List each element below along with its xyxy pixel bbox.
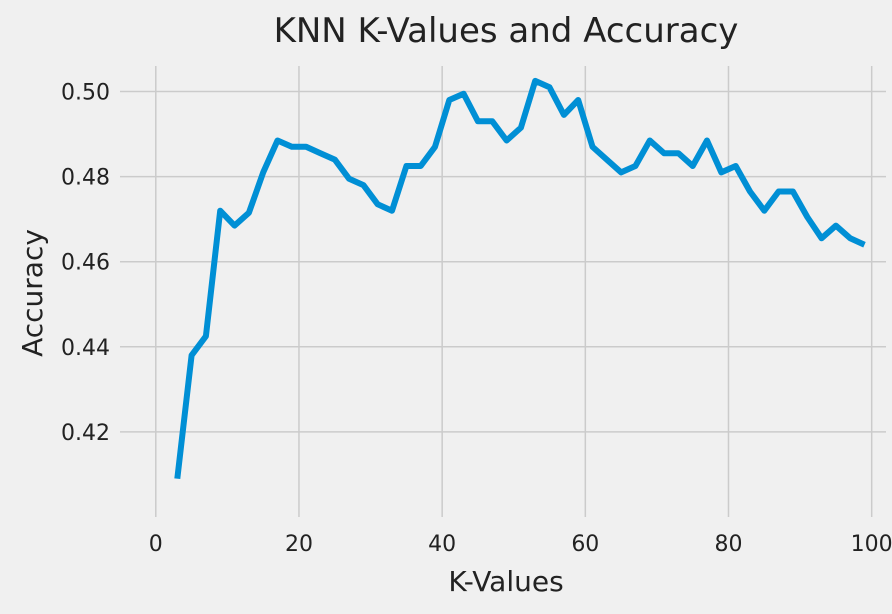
x-tick-label: 100 [851, 532, 892, 557]
y-tick-label: 0.42 [61, 421, 110, 446]
x-tick-label: 60 [571, 532, 599, 557]
chart-title: KNN K-Values and Accuracy [274, 11, 739, 51]
y-tick-label: 0.48 [61, 166, 110, 191]
x-tick-label: 80 [715, 532, 743, 557]
y-tick-label: 0.44 [61, 336, 110, 361]
x-axis-ticks: 0 20 40 60 80 100 [149, 532, 892, 557]
accuracy-line [174, 77, 866, 480]
y-axis-ticks: 0.42 0.44 0.46 0.48 0.50 [61, 81, 110, 446]
y-tick-label: 0.50 [61, 81, 110, 106]
grid [120, 66, 886, 517]
series-layer [174, 77, 866, 480]
x-tick-label: 20 [285, 532, 313, 557]
y-axis-label: Accuracy [16, 229, 49, 357]
x-tick-label: 40 [428, 532, 456, 557]
x-axis-label: K-Values [448, 565, 563, 598]
y-tick-label: 0.46 [61, 251, 110, 276]
x-tick-label: 0 [149, 532, 163, 557]
